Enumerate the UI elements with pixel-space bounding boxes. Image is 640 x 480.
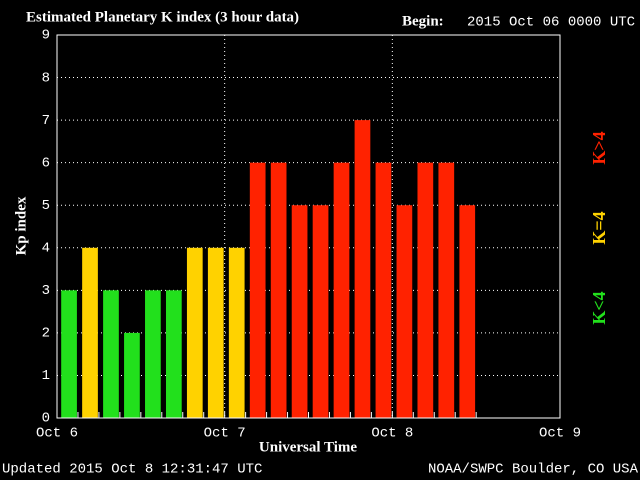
- legend-label: K>4: [589, 131, 609, 164]
- bar: [228, 247, 245, 418]
- bar: [291, 205, 308, 418]
- bar: [249, 162, 266, 418]
- y-tick-label: 1: [42, 368, 50, 384]
- y-tick-label: 0: [42, 411, 50, 427]
- x-tick-label: Oct 7: [204, 426, 246, 442]
- bar: [61, 290, 77, 418]
- y-tick-label: 3: [42, 283, 50, 299]
- y-tick-label: 7: [42, 113, 50, 129]
- y-tick-label: 6: [42, 155, 50, 171]
- x-tick-label: Oct 9: [539, 426, 581, 442]
- bar: [186, 247, 203, 418]
- bar: [396, 205, 413, 418]
- y-tick-label: 4: [42, 240, 50, 256]
- x-axis-label: Universal Time: [259, 439, 358, 455]
- y-tick-label: 2: [42, 326, 50, 342]
- x-tick-label: Oct 8: [371, 426, 413, 442]
- bar: [124, 332, 140, 418]
- bar: [375, 162, 392, 418]
- bar: [459, 205, 476, 418]
- y-tick-label: 5: [42, 198, 50, 214]
- bar: [438, 162, 455, 418]
- y-axis-label: Kp index: [13, 196, 29, 255]
- bar: [165, 290, 182, 418]
- plot-frame: [56, 34, 561, 419]
- begin-label: Begin:: [402, 13, 444, 29]
- bar: [333, 162, 350, 418]
- updated: Updated 2015 Oct 8 12:31:47 UTC: [2, 462, 262, 478]
- chart-title: Estimated Planetary K index (3 hour data…: [26, 9, 299, 25]
- bar: [103, 290, 119, 418]
- y-tick-label: 9: [42, 28, 50, 44]
- bar: [82, 247, 98, 418]
- legend-label: K<4: [589, 291, 609, 324]
- begin-date: 2015 Oct 06 0000 UTC: [467, 15, 635, 31]
- legend-label: K=4: [589, 211, 609, 244]
- bar: [312, 205, 329, 418]
- bar: [145, 290, 161, 418]
- bar: [207, 247, 224, 418]
- bar: [417, 162, 434, 418]
- bar: [354, 120, 371, 418]
- source: NOAA/SWPC Boulder, CO USA: [428, 462, 639, 478]
- x-tick-label: Oct 6: [36, 426, 78, 442]
- bar: [270, 162, 287, 418]
- y-tick-label: 8: [42, 70, 50, 86]
